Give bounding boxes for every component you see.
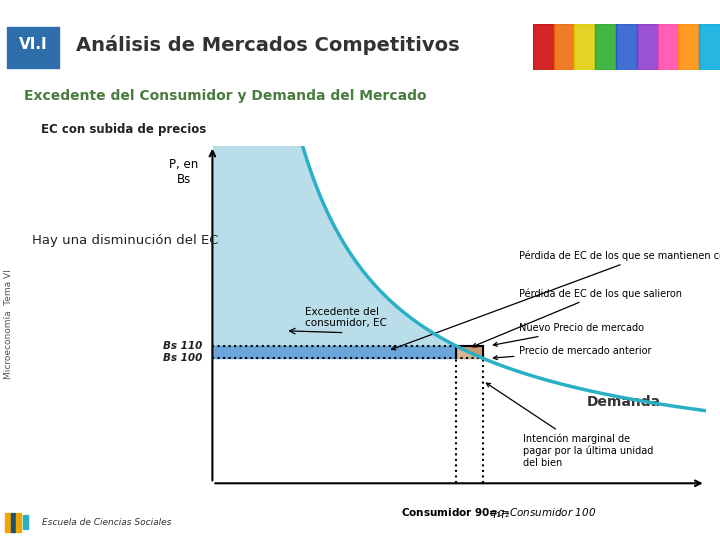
Text: EC con subida de precios: EC con subida de precios <box>41 123 207 136</box>
Text: Intención marginal de
pagar por la última unidad
del bien: Intención marginal de pagar por la últim… <box>486 383 653 468</box>
Text: Bs 100: Bs 100 <box>163 353 203 363</box>
Bar <box>11 513 15 532</box>
Text: Bs 110: Bs 110 <box>163 341 203 351</box>
Bar <box>554 24 575 70</box>
Bar <box>636 24 657 70</box>
Bar <box>6 513 10 532</box>
Text: Pérdida de EC de los que salieron: Pérdida de EC de los que salieron <box>472 288 683 347</box>
Bar <box>26 515 28 529</box>
Bar <box>616 24 636 70</box>
Bar <box>657 24 678 70</box>
Text: Escuela de Ciencias Sociales: Escuela de Ciencias Sociales <box>42 518 171 527</box>
Text: Demanda: Demanda <box>586 395 660 409</box>
Text: $q_1$=Consumidor 100: $q_1$=Consumidor 100 <box>489 506 596 520</box>
Bar <box>595 24 616 70</box>
Text: Consumidor 90=$q_2$: Consumidor 90=$q_2$ <box>401 506 510 520</box>
Bar <box>575 24 595 70</box>
Bar <box>678 24 699 70</box>
Text: Análisis de Mercados Competitivos: Análisis de Mercados Competitivos <box>76 35 459 55</box>
Bar <box>7 26 59 68</box>
Text: VI.I: VI.I <box>19 37 48 52</box>
Bar <box>17 513 21 532</box>
Text: P, en
Bs: P, en Bs <box>169 158 199 186</box>
Bar <box>699 24 720 70</box>
Text: Hay una disminución del EC: Hay una disminución del EC <box>32 234 219 247</box>
Text: Microeconomía  Tema VI: Microeconomía Tema VI <box>4 269 13 379</box>
Text: Excedente del Consumidor y Demanda del Mercado: Excedente del Consumidor y Demanda del M… <box>24 89 427 103</box>
Text: Nuevo Precio de mercado: Nuevo Precio de mercado <box>493 323 644 346</box>
Bar <box>533 24 554 70</box>
Text: Pérdida de EC de los que se mantienen comprando: Pérdida de EC de los que se mantienen co… <box>392 251 720 350</box>
Text: Excedente del
consumidor, EC: Excedente del consumidor, EC <box>305 307 387 328</box>
Text: Precio de mercado anterior: Precio de mercado anterior <box>493 346 652 360</box>
Bar <box>22 515 25 529</box>
